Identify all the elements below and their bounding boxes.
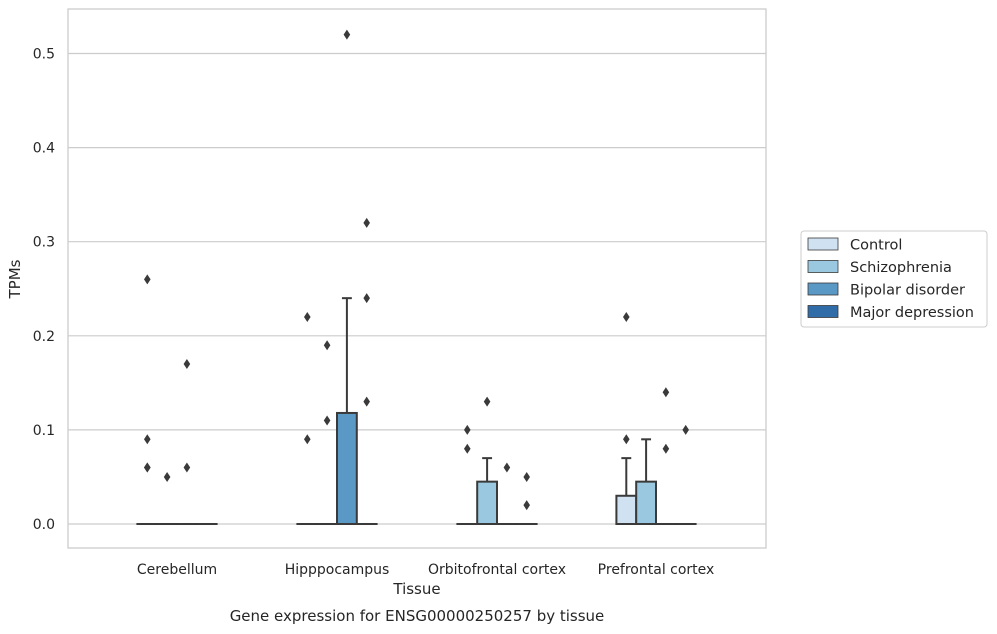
legend-label: Bipolar disorder (850, 283, 965, 299)
box-bipolar-disorder (496, 462, 518, 526)
legend-swatch (807, 282, 839, 296)
box-bipolar-disorder (176, 359, 198, 526)
legend-swatch (807, 305, 839, 318)
legend-label: Major depression (850, 305, 974, 321)
x-tick-label: Prefrontal cortex (598, 562, 715, 578)
y-tick-label: 0.0 (33, 517, 55, 533)
outlier-point (343, 29, 351, 40)
y-axis-title: TPMs (6, 259, 24, 299)
box-control (456, 424, 479, 526)
y-tick-label: 0.3 (33, 235, 55, 251)
plot-area-frame (67, 8, 767, 549)
outlier-point (662, 443, 670, 454)
box-body (635, 480, 658, 525)
outlier-point (144, 434, 151, 445)
x-tick-label: Orbitofrontal cortex (428, 562, 566, 578)
box-schizophrenia (316, 340, 339, 526)
chart-caption: Gene expression for ENSG00000250257 by t… (230, 607, 605, 625)
outlier-point (363, 293, 370, 304)
x-axis-title: Tissue (392, 580, 440, 598)
outlier-point (682, 424, 689, 435)
box-plots (136, 29, 697, 526)
outlier-point (464, 443, 471, 454)
box-body (615, 494, 638, 525)
box-bipolar-disorder (336, 29, 358, 526)
outlier-point (323, 340, 331, 351)
box-bipolar-disorder (655, 387, 677, 526)
legend-swatch (807, 237, 839, 251)
outlier-point (503, 462, 511, 473)
outlier-point (144, 462, 151, 473)
y-tick-label: 0.4 (33, 141, 55, 157)
legend-swatch (807, 260, 839, 273)
y-tick-label: 0.5 (33, 47, 55, 63)
y-tick-labels: 0.0 0.1 0.2 0.3 0.4 0.5 (33, 47, 55, 534)
x-tick-labels: Cerebellum Hipppocampus Orbitofrontal cort… (137, 562, 714, 578)
outlier-point (183, 462, 191, 473)
box-control (136, 274, 159, 526)
box-body (336, 411, 358, 526)
grid-lines (68, 52, 766, 525)
x-tick-label: Hipppocampus (285, 562, 390, 578)
outlier-point (662, 387, 670, 398)
outlier-point (483, 396, 491, 407)
legend-frame (800, 230, 988, 328)
box-schizophrenia (156, 471, 178, 526)
box-schizophrenia (635, 438, 658, 525)
x-tick-label: Cerebellum (137, 562, 217, 578)
box-control (615, 311, 638, 525)
box-schizophrenia (476, 396, 499, 525)
legend-label: Control (850, 238, 902, 254)
outlier-point (144, 274, 151, 285)
outlier-point (304, 311, 311, 322)
box-major-depression (674, 424, 697, 526)
outlier-point (363, 396, 370, 407)
outlier-point (623, 311, 630, 322)
outlier-point (464, 424, 471, 435)
outlier-point (163, 471, 171, 482)
y-tick-label: 0.1 (33, 423, 55, 439)
outlier-point (523, 500, 530, 511)
outlier-point (183, 359, 191, 370)
outlier-point (363, 217, 370, 228)
legend-label: Schizophrenia (850, 260, 952, 276)
box-body (476, 480, 499, 525)
outlier-point (623, 434, 630, 445)
outlier-point (304, 434, 311, 445)
y-tick-label: 0.2 (33, 329, 55, 345)
outlier-point (323, 415, 331, 426)
box-major-depression (355, 217, 378, 526)
box-major-depression (515, 471, 538, 526)
legend: Control Schizophrenia Bipolar disorder Majo… (800, 230, 988, 328)
outlier-point (523, 471, 530, 482)
box-control (296, 311, 319, 526)
